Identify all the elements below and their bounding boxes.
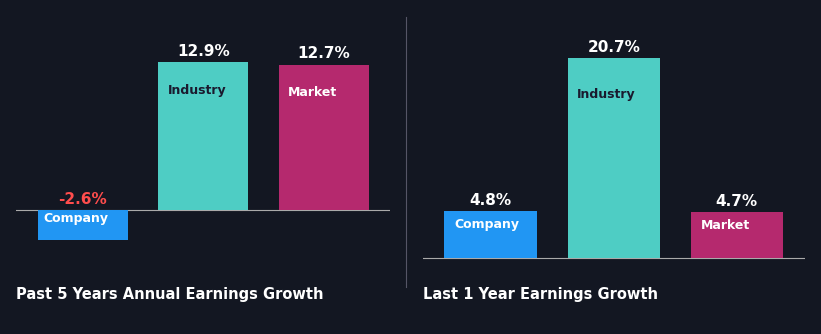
Text: Last 1 Year Earnings Growth: Last 1 Year Earnings Growth bbox=[423, 287, 658, 302]
Bar bbox=[278, 64, 369, 210]
Bar bbox=[158, 62, 249, 210]
Text: 12.7%: 12.7% bbox=[297, 46, 350, 61]
Bar bbox=[38, 210, 128, 240]
Text: Market: Market bbox=[700, 219, 750, 232]
Text: 4.8%: 4.8% bbox=[470, 193, 511, 208]
Text: Industry: Industry bbox=[167, 85, 227, 98]
Text: Industry: Industry bbox=[577, 88, 636, 101]
Text: Company: Company bbox=[454, 218, 519, 231]
Bar bbox=[567, 58, 660, 258]
Text: 12.9%: 12.9% bbox=[177, 44, 230, 58]
Text: Company: Company bbox=[44, 212, 108, 225]
Text: 4.7%: 4.7% bbox=[716, 194, 758, 209]
Bar bbox=[690, 212, 783, 258]
Text: Market: Market bbox=[288, 86, 337, 99]
Text: Past 5 Years Annual Earnings Growth: Past 5 Years Annual Earnings Growth bbox=[16, 287, 324, 302]
Text: -2.6%: -2.6% bbox=[58, 191, 107, 206]
Bar bbox=[444, 211, 537, 258]
Text: 20.7%: 20.7% bbox=[587, 40, 640, 55]
